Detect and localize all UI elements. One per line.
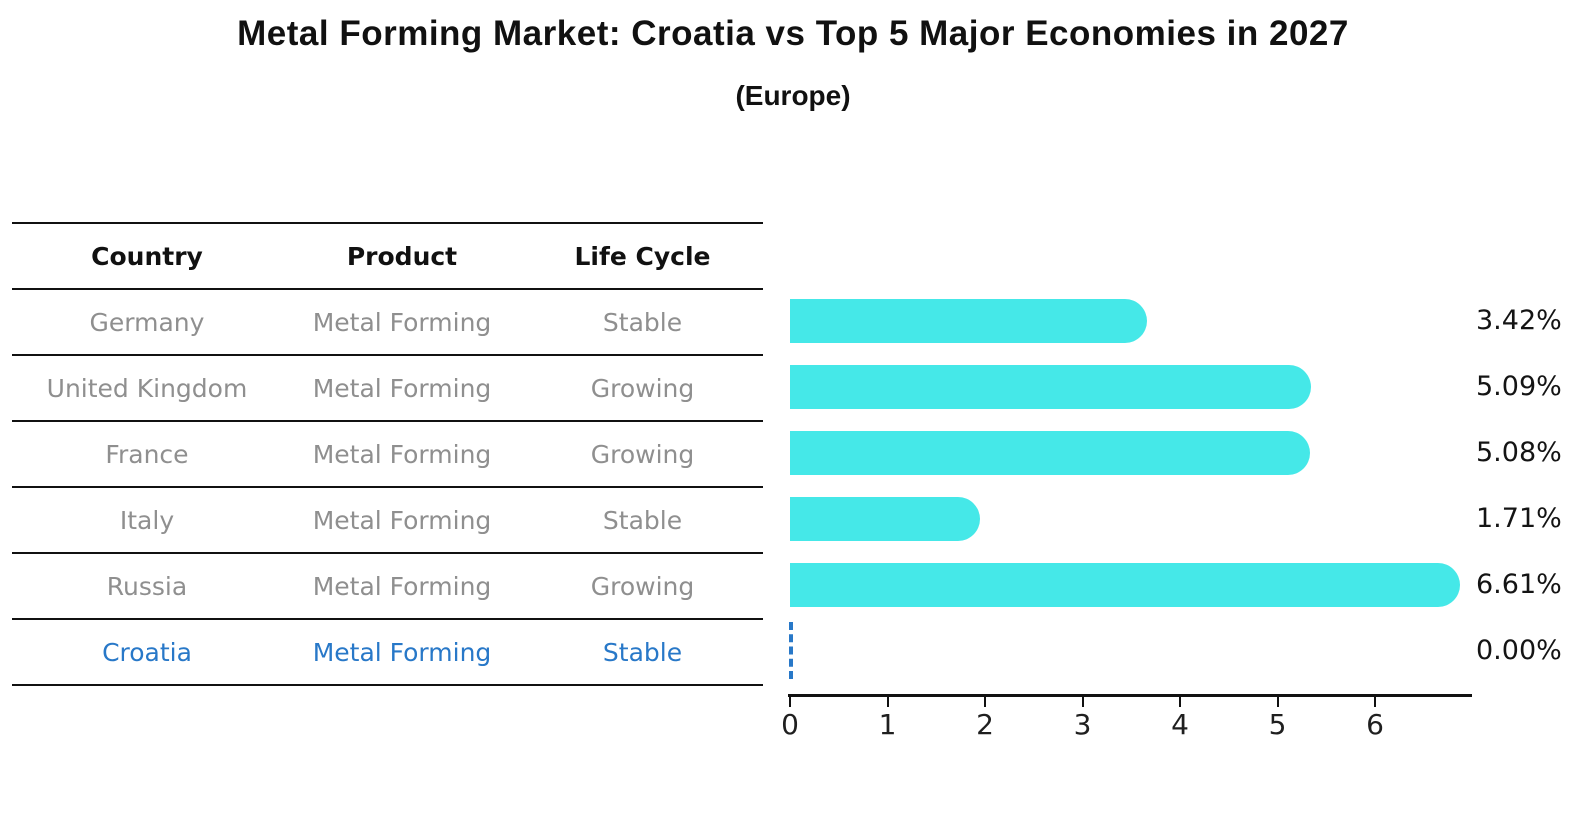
table-row-russia: Russia Metal Forming Growing	[12, 554, 763, 620]
product-cell: Metal Forming	[312, 373, 492, 403]
country-table: Country Product Life Cycle Germany Metal…	[12, 222, 763, 686]
x-axis-tick	[886, 697, 889, 707]
country-cell: Russia	[106, 571, 188, 601]
life-cycle-cell: Stable	[602, 307, 683, 337]
x-axis-tick-label: 0	[781, 708, 799, 741]
x-axis-tick	[1374, 697, 1376, 707]
x-axis-tick-label: 1	[878, 708, 897, 741]
product-cell: Metal Forming	[312, 439, 492, 469]
table-row-germany: Germany Metal Forming Stable	[12, 290, 763, 356]
x-axis-line	[788, 694, 1472, 697]
country-cell: Croatia	[102, 637, 192, 667]
chart-title: Metal Forming Market: Croatia vs Top 5 M…	[237, 14, 1349, 53]
product-cell: Metal Forming	[312, 571, 492, 601]
bar-united-kingdom	[790, 365, 1311, 409]
table-row-italy: Italy Metal Forming Stable	[12, 488, 763, 554]
bar-italy	[790, 497, 980, 541]
x-axis-tick	[789, 697, 791, 707]
product-cell: Metal Forming	[312, 637, 492, 667]
country-cell: Germany	[89, 307, 205, 337]
table-header-product: Product	[346, 241, 458, 271]
country-cell: Italy	[119, 505, 175, 535]
x-axis-tick	[1179, 697, 1181, 707]
life-cycle-cell: Growing	[590, 373, 695, 403]
table-header-country: Country	[91, 241, 203, 271]
value-label-russia: 6.61%	[1476, 569, 1562, 600]
bar-croatia-zero-marker	[789, 622, 793, 679]
x-axis-tick	[984, 697, 986, 707]
x-axis-tick-label: 3	[1073, 708, 1092, 741]
life-cycle-cell: Stable	[602, 637, 683, 667]
table-header-life-cycle: Life Cycle	[574, 241, 711, 271]
life-cycle-cell: Growing	[590, 439, 695, 469]
table-row-croatia: Croatia Metal Forming Stable	[12, 620, 763, 686]
value-label-croatia: 0.00%	[1476, 635, 1562, 666]
chart-subtitle: (Europe)	[735, 80, 851, 111]
x-axis-tick	[1276, 697, 1279, 707]
x-axis-tick	[1081, 697, 1084, 707]
value-label-germany: 3.42%	[1476, 305, 1562, 336]
product-cell: Metal Forming	[312, 307, 492, 337]
x-axis-tick-label: 4	[1171, 708, 1189, 741]
value-label-france: 5.08%	[1476, 437, 1562, 468]
bar-france	[790, 431, 1310, 475]
table-row-united-kingdom: United Kingdom Metal Forming Growing	[12, 356, 763, 422]
value-label-italy: 1.71%	[1476, 503, 1562, 534]
bar-russia	[790, 563, 1460, 607]
life-cycle-cell: Stable	[602, 505, 683, 535]
table-row-france: France Metal Forming Growing	[12, 422, 763, 488]
x-axis-tick-label: 5	[1268, 708, 1287, 741]
country-cell: United Kingdom	[46, 373, 248, 403]
table-header-row: Country Product Life Cycle	[12, 224, 763, 290]
bar-germany	[790, 299, 1148, 343]
x-axis-tick-label: 2	[976, 708, 994, 741]
value-label-united-kingdom: 5.09%	[1476, 371, 1562, 402]
x-axis-tick-label: 6	[1366, 708, 1384, 741]
country-cell: France	[105, 439, 189, 469]
life-cycle-cell: Growing	[590, 571, 695, 601]
product-cell: Metal Forming	[312, 505, 492, 535]
